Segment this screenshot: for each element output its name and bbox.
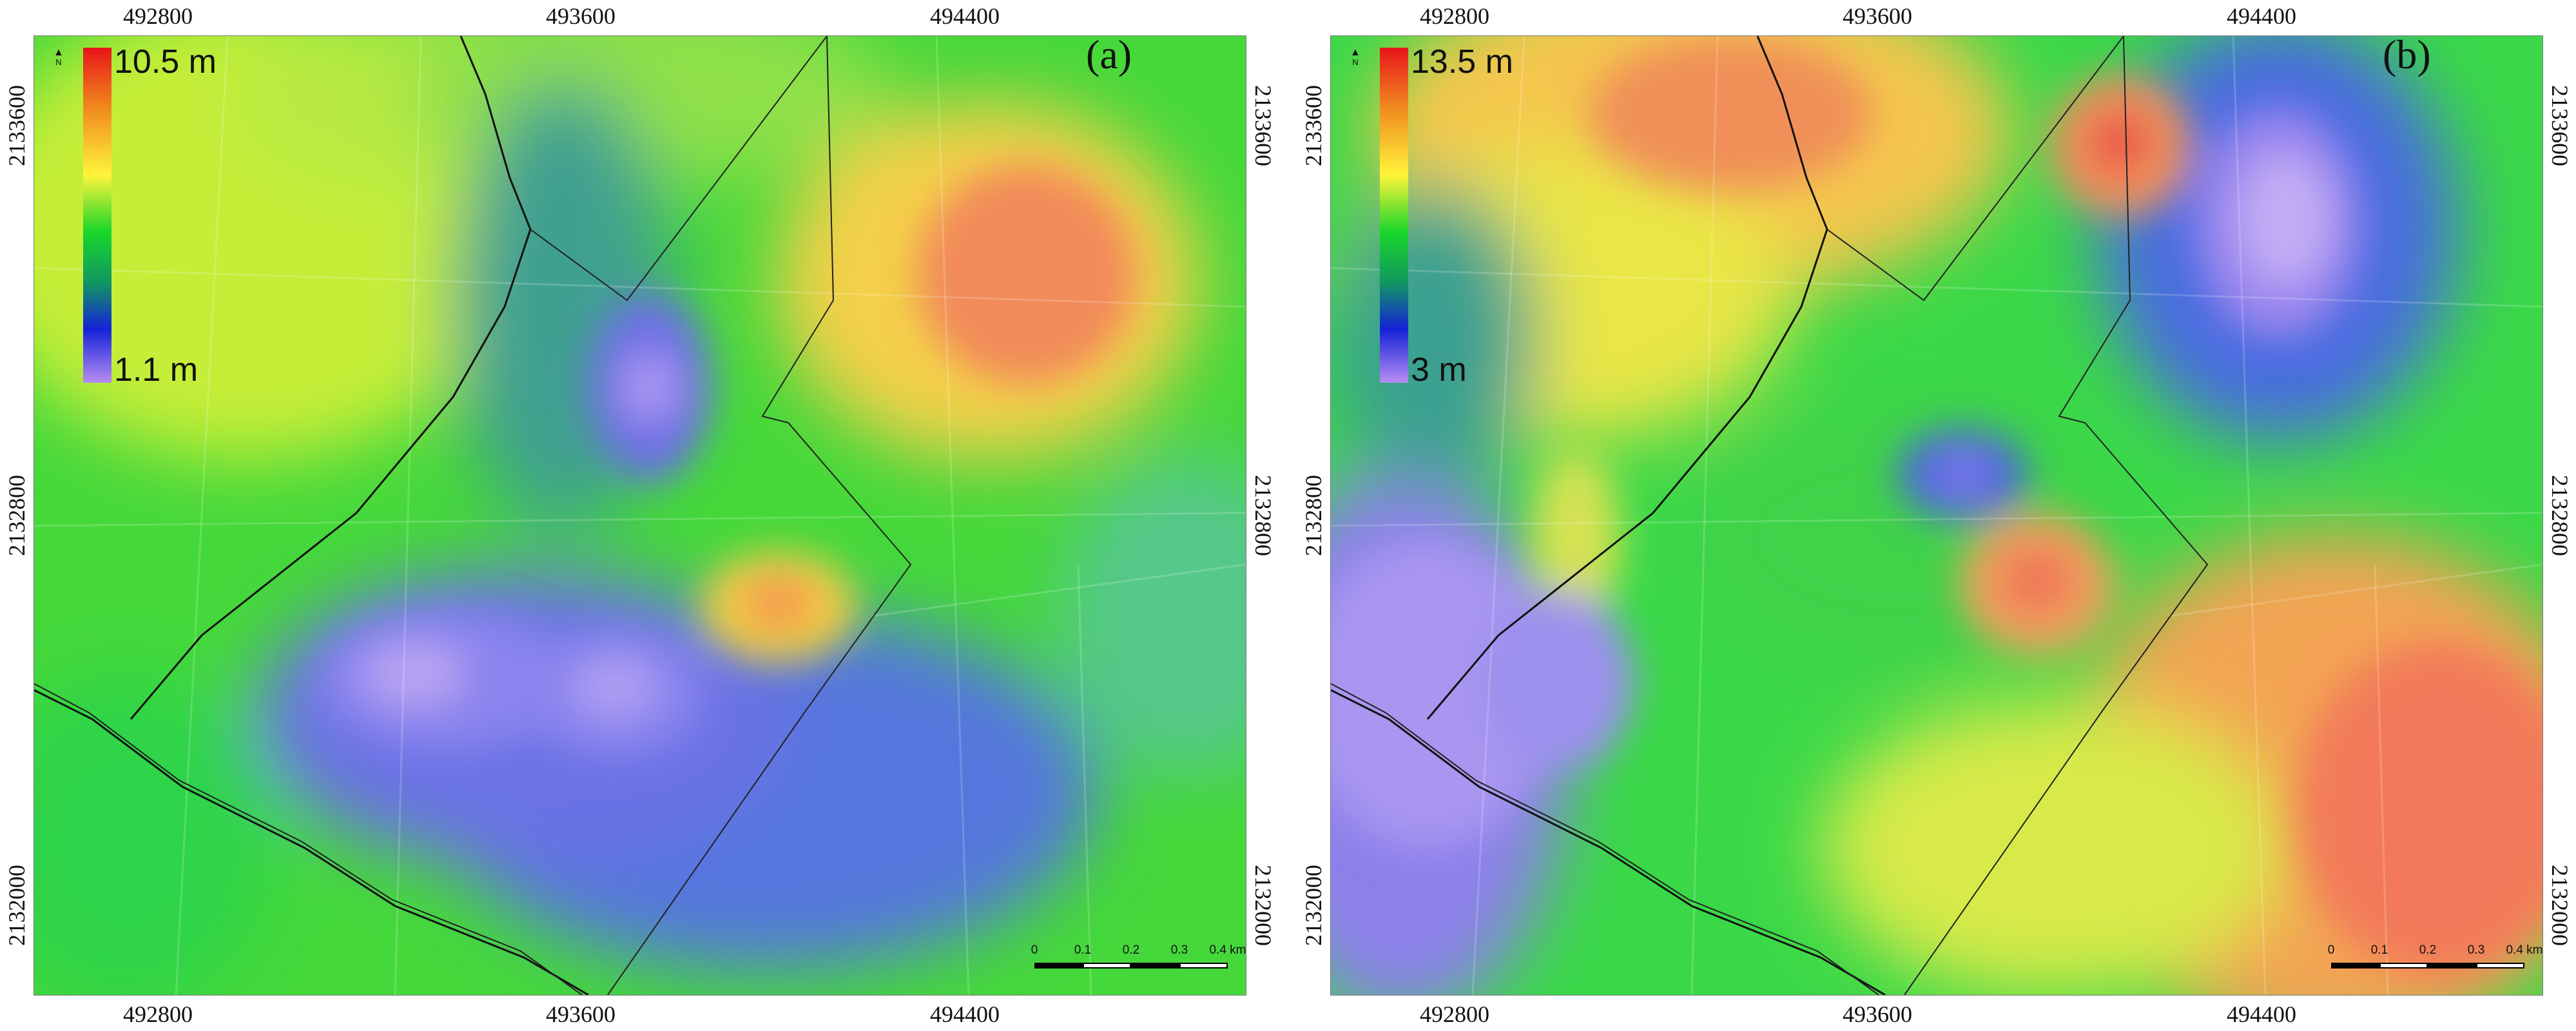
heatmap-surface-a [34, 36, 1246, 995]
legend-min-label: 1.1 m [114, 351, 199, 389]
x-tick-top: 494400 [930, 3, 1000, 29]
scale-segment [1083, 963, 1131, 968]
x-tick-bottom: 493600 [546, 1001, 615, 1027]
map-panel-b: 492800 493600 494400 492800 493600 49440… [1297, 0, 2576, 1031]
y-tick-right: 2132000 [2547, 865, 2573, 946]
scale-label: 0.3 [1170, 943, 1188, 957]
scale-bar: 0 0.1 0.2 0.3 0.4 km [1031, 943, 1246, 972]
x-tick-top: 494400 [2227, 3, 2296, 29]
north-label: N [1352, 57, 1359, 67]
scale-segment [1034, 963, 1083, 968]
y-tick-left: 2132000 [1301, 865, 1326, 946]
north-arrow-icon: ▲ N [53, 47, 64, 67]
y-tick-right: 2132000 [1250, 865, 1276, 946]
y-tick-left: 2132800 [1301, 475, 1326, 556]
heatmap-surface-b [1331, 36, 2542, 995]
x-tick-top: 492800 [1420, 3, 1489, 29]
y-tick-right: 2132800 [1250, 475, 1276, 556]
y-tick-left: 2132800 [4, 475, 30, 556]
scale-bar: 0 0.1 0.2 0.3 0.4 km [2327, 943, 2542, 972]
scale-label: 0 [2327, 943, 2335, 957]
interpolation-map-b: ▲ N 13.5 m 3 m (b) 0 0.1 0.2 0.3 0.4 km [1330, 35, 2543, 996]
scale-label: 0.1 [1074, 943, 1092, 957]
y-tick-right: 2133600 [1250, 85, 1276, 166]
scale-segment [1179, 963, 1228, 968]
x-tick-bottom: 494400 [2227, 1001, 2296, 1027]
panel-label: (a) [1086, 35, 1132, 77]
legend-max-label: 10.5 m [114, 43, 217, 81]
legend-color-bar [1380, 48, 1408, 383]
scale-segment [2476, 963, 2524, 968]
legend-min-label: 3 m [1411, 351, 1467, 389]
panel-label: (b) [2383, 35, 2431, 77]
x-tick-bottom: 492800 [1420, 1001, 1489, 1027]
scale-label: 0.3 [2467, 943, 2485, 957]
scale-segment [2428, 963, 2476, 968]
north-arrow-icon: ▲ N [1350, 47, 1361, 67]
north-label: N [55, 57, 62, 67]
scale-segment [2379, 963, 2428, 968]
map-panel-a: 492800 493600 494400 492800 493600 49440… [0, 0, 1279, 1031]
scale-label: 0.4 km [2506, 943, 2543, 957]
interpolation-map-a: ▲ N 10.5 m 1.1 m (a) 0 0.1 0.2 0.3 0.4 k… [34, 35, 1246, 996]
y-tick-left: 2133600 [4, 85, 30, 166]
x-tick-top: 493600 [546, 3, 615, 29]
y-tick-left: 2132000 [4, 865, 30, 946]
scale-label: 0.2 [2419, 943, 2437, 957]
scale-segment [2331, 963, 2379, 968]
y-tick-right: 2132800 [2547, 475, 2573, 556]
y-tick-right: 2133600 [2547, 85, 2573, 166]
x-tick-top: 493600 [1843, 3, 1912, 29]
x-tick-bottom: 494400 [930, 1001, 1000, 1027]
legend-max-label: 13.5 m [1411, 43, 1513, 81]
scale-segment [1131, 963, 1179, 968]
x-tick-top: 492800 [123, 3, 193, 29]
scale-label: 0.4 km [1209, 943, 1246, 957]
x-tick-bottom: 493600 [1843, 1001, 1912, 1027]
scale-label: 0.2 [1122, 943, 1140, 957]
legend-color-bar [83, 48, 111, 383]
scale-label: 0.1 [2370, 943, 2388, 957]
scale-label: 0 [1031, 943, 1038, 957]
x-tick-bottom: 492800 [123, 1001, 193, 1027]
y-tick-left: 2133600 [1301, 85, 1326, 166]
